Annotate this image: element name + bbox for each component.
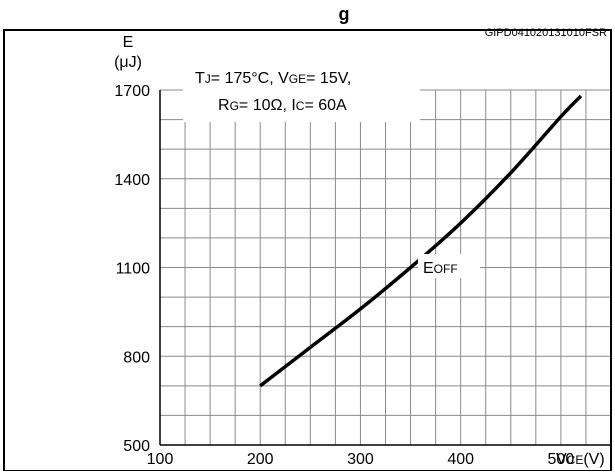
x-tick-label: 400: [447, 451, 474, 468]
series-label: EOFF: [418, 254, 480, 278]
condition-text: T: [195, 70, 205, 87]
x-tick-labels: 100 200 300 400 500: [147, 451, 575, 468]
condition-text: R: [218, 97, 230, 114]
title-mask: [330, 0, 360, 29]
x-axis-subscript: CE: [567, 453, 584, 467]
x-tick-label: 200: [247, 451, 274, 468]
condition-text: = 60A: [304, 97, 347, 114]
conditions-box-background: [183, 60, 420, 122]
x-axis-unit: (V): [583, 451, 604, 468]
y-tick-labels: 500 800 1100 1400 1700: [114, 83, 150, 455]
x-tick-label: 500: [548, 451, 575, 468]
conditions-line-1: TJ= 175°C, VGE= 15V,: [195, 70, 351, 87]
x-axis-symbol: V: [556, 451, 567, 468]
series-label-text: EOFF: [423, 260, 458, 277]
y-axis-symbol: E: [123, 34, 134, 51]
grid: [159, 89, 612, 446]
chart-title-fragment: g: [339, 4, 350, 24]
y-axis-unit: (μJ): [114, 54, 142, 71]
series-label-main: E: [423, 260, 434, 277]
series-layer: [259, 94, 583, 388]
conditions-line-2: RG= 10Ω, IC= 60A: [218, 97, 347, 114]
condition-subscript: G: [230, 99, 239, 113]
figure-id: GIPD041020131010FSR: [485, 27, 607, 39]
condition-subscript: J: [205, 72, 211, 86]
conditions-annotation: TJ= 175°C, VGE= 15V, RG= 10Ω, IC= 60A: [183, 60, 420, 122]
condition-subscript: GE: [289, 72, 306, 86]
condition-text: = 15V,: [306, 70, 351, 87]
series-label-background: [418, 254, 480, 278]
condition-text: = 10Ω, I: [239, 97, 296, 114]
y-tick-label: 1400: [114, 172, 150, 189]
x-tick-label: 300: [347, 451, 374, 468]
x-tick-label: 100: [147, 451, 174, 468]
series-line-eoff: [259, 94, 583, 388]
y-tick-label: 1100: [116, 261, 151, 278]
series-label-sub: OFF: [434, 262, 458, 276]
x-axis-label: VCE(V): [556, 451, 605, 468]
condition-text: = 175°C, V: [211, 70, 289, 87]
condition-subscript: C: [296, 99, 305, 113]
y-tick-label: 500: [123, 438, 150, 455]
y-tick-label: 800: [123, 349, 150, 366]
y-tick-label: 1700: [114, 83, 150, 100]
